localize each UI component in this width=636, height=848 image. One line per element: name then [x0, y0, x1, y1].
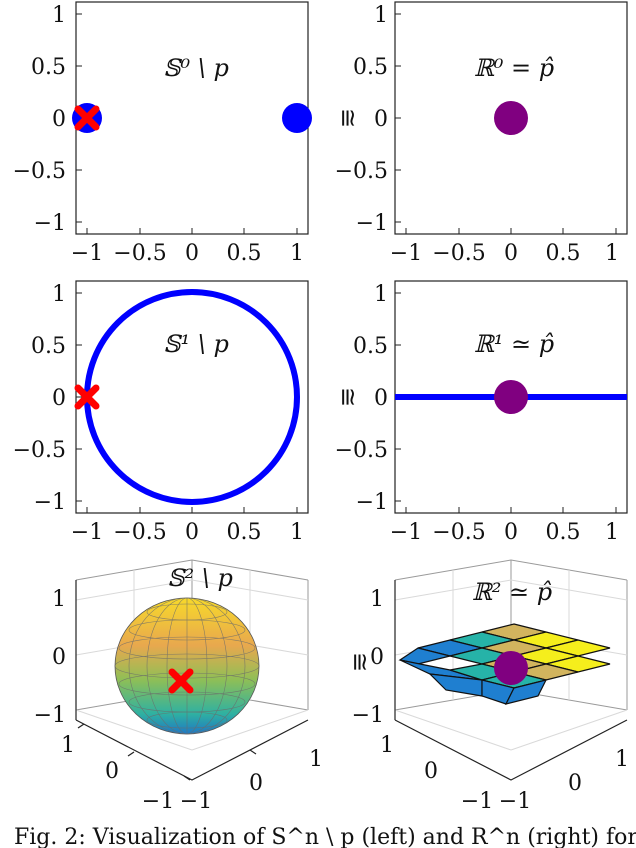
panel-s0: 1 0.5 0 −0.5 −1 −1 −0.5 0 0.5 1 𝕊⁰ \ p — [13, 1, 312, 266]
x-tick-label: −0.5 — [432, 241, 485, 266]
y-tick-label: 1 — [52, 282, 66, 307]
z-tick-label: −1 — [34, 703, 66, 728]
panel-s2: 1 0 −1 1 0 −1 −1 0 1 𝕊² \ p — [34, 559, 323, 814]
x-tick-label: 1 — [290, 241, 304, 266]
y-tick-label: −1 — [461, 789, 493, 814]
x-tick-label: 0.5 — [227, 241, 262, 266]
x-tick-label: 1 — [615, 747, 629, 772]
x-tick-label: −1 — [499, 789, 531, 814]
y-tick-label: −1 — [142, 789, 174, 814]
z-tick-label: 0 — [370, 645, 384, 670]
tick-marks — [395, 13, 617, 234]
x-tick-label: −0.5 — [113, 241, 166, 266]
x-tick-label: 0 — [568, 771, 582, 796]
plot-frame — [75, 1, 309, 235]
panel-title: ℝ² ≃ p̂ — [472, 578, 552, 606]
isomorphism-symbol: ≅ — [346, 652, 374, 672]
tick-marks — [76, 13, 298, 234]
x-tick-label: 0 — [249, 771, 263, 796]
z-tick-label: −1 — [352, 703, 384, 728]
x-tick-label: 1 — [290, 520, 304, 545]
data-point — [282, 103, 312, 133]
y-tick-label: 0 — [374, 107, 388, 132]
y-tick-label: 0 — [52, 386, 66, 411]
3d-axes — [394, 580, 628, 781]
3d-axes — [75, 580, 309, 781]
y-tick-label: 1 — [374, 3, 388, 28]
panel-title: 𝕊¹ \ p — [163, 330, 229, 358]
x-tick-label: 1 — [605, 520, 619, 545]
data-point — [494, 380, 528, 414]
y-tick-label: 0.5 — [353, 55, 388, 80]
y-tick-label: −0.5 — [13, 159, 66, 184]
data-point — [494, 651, 528, 685]
panel-title: 𝕊⁰ \ p — [163, 54, 229, 82]
panel-s1: 1 0.5 0 −0.5 −1 −1 −0.5 0 0.5 1 𝕊¹ \ p — [13, 280, 309, 545]
isomorphism-symbol: ≅ — [334, 387, 362, 407]
panel-title: ℝ¹ ≃ p̂ — [474, 330, 554, 358]
x-tick-label: −1 — [390, 241, 422, 266]
z-tick-label: 1 — [370, 587, 384, 612]
y-tick-label: −1 — [356, 211, 388, 236]
y-tick-label: 1 — [380, 733, 394, 758]
removed-point-marker — [168, 668, 194, 694]
x-tick-label: −0.5 — [432, 520, 485, 545]
x-tick-label: 0.5 — [546, 520, 581, 545]
sphere-surface — [114, 597, 260, 735]
panel-title: 𝕊² \ p — [167, 564, 233, 592]
z-tick-label: 0 — [52, 645, 66, 670]
y-tick-label: 0 — [374, 386, 388, 411]
x-tick-label: 0 — [185, 520, 199, 545]
y-tick-label: −1 — [34, 490, 66, 515]
y-tick-label: −0.5 — [13, 438, 66, 463]
panel-r2: ≅ 1 0 −1 1 0 −1 −1 0 1 — [346, 559, 629, 814]
isomorphism-symbol: ≅ — [334, 108, 362, 128]
y-tick-label: 0.5 — [31, 55, 66, 80]
y-tick-label: 0 — [52, 107, 66, 132]
x-tick-label: −1 — [180, 789, 212, 814]
removed-point-marker — [74, 384, 100, 410]
panel-r0: ≅ 1 0.5 0 −0.5 −1 −1 −0.5 0 0.5 1 ℝ⁰ = p… — [334, 1, 628, 266]
x-tick-label: −1 — [390, 520, 422, 545]
y-tick-label: −0.5 — [335, 438, 388, 463]
y-tick-label: 1 — [52, 3, 66, 28]
removed-point-marker — [74, 105, 100, 131]
y-tick-label: 0 — [424, 759, 438, 784]
y-tick-label: 0 — [105, 759, 119, 784]
x-tick-label: 0 — [185, 241, 199, 266]
x-tick-label: 1 — [309, 747, 323, 772]
y-tick-label: −1 — [34, 211, 66, 236]
x-tick-label: −1 — [71, 520, 103, 545]
z-tick-label: 1 — [52, 587, 66, 612]
x-tick-label: −1 — [71, 241, 103, 266]
y-tick-label: 1 — [61, 733, 75, 758]
y-tick-label: 1 — [374, 282, 388, 307]
figure-caption: Fig. 2: Visualization of S^n \ p (left) … — [14, 825, 636, 848]
x-tick-label: 1 — [605, 241, 619, 266]
x-tick-label: 0 — [504, 520, 518, 545]
x-tick-label: 0.5 — [227, 520, 262, 545]
plot-frame — [75, 280, 309, 514]
tick-marks — [76, 292, 298, 513]
panel-title: ℝ⁰ = p̂ — [474, 54, 554, 82]
x-tick-label: 0 — [504, 241, 518, 266]
data-point — [494, 101, 528, 135]
x-tick-label: 0.5 — [546, 241, 581, 266]
y-tick-label: 0.5 — [31, 334, 66, 359]
y-tick-label: −0.5 — [335, 159, 388, 184]
panel-r1: ≅ 1 0.5 0 −0.5 −1 −1 −0.5 0 0.5 1 ℝ¹ ≃ p… — [334, 280, 628, 545]
x-tick-label: −0.5 — [113, 520, 166, 545]
y-tick-label: 0.5 — [353, 334, 388, 359]
series-circle — [84, 289, 300, 505]
y-tick-label: −1 — [356, 490, 388, 515]
